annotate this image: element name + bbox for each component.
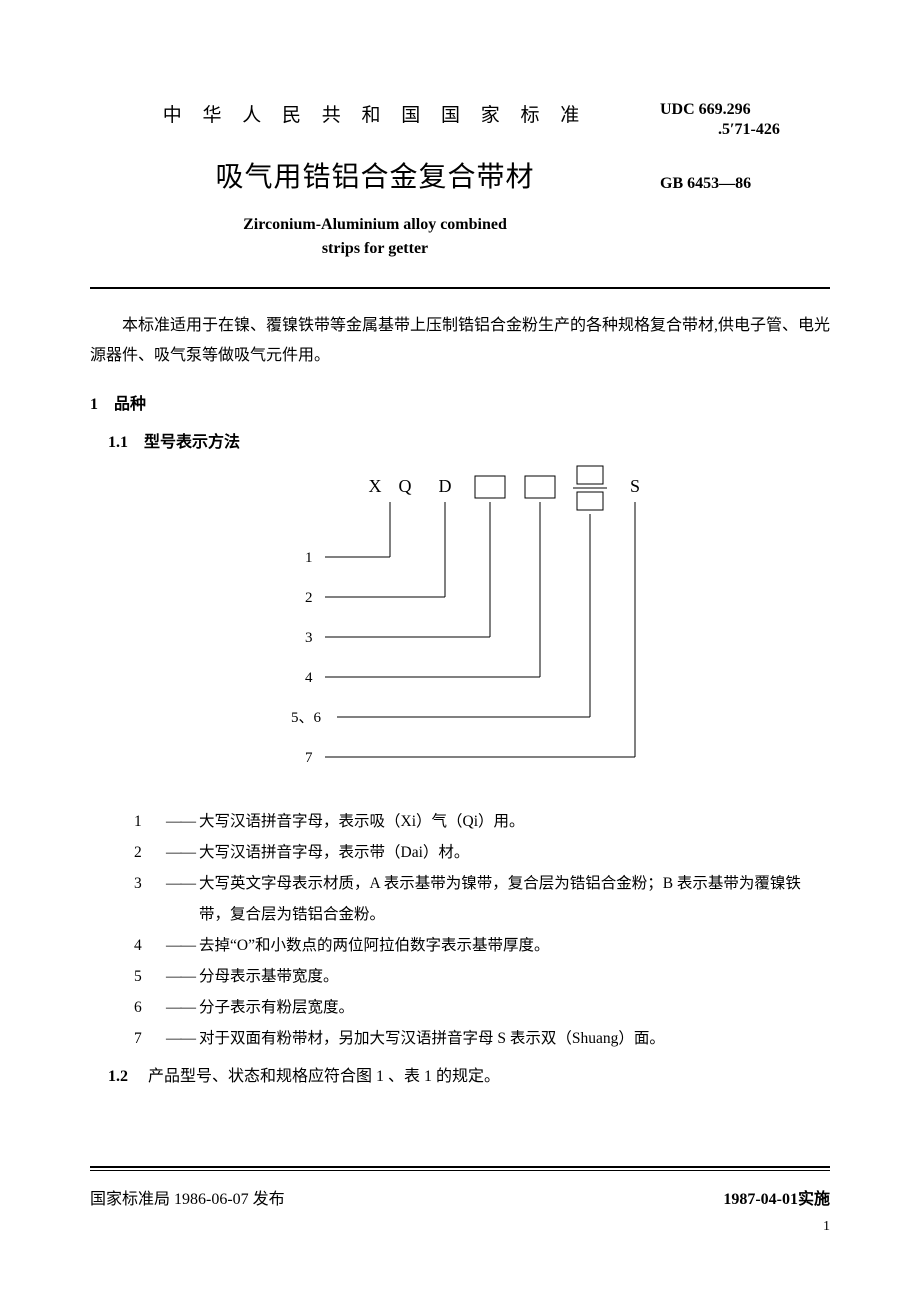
footer: 国家标准局 1986-06-07 发布 1987-04-01实施 1 <box>90 1166 830 1235</box>
legend-num: 7 <box>134 1023 166 1054</box>
svg-text:4: 4 <box>305 670 313 686</box>
section-1-2-body: 产品型号、状态和规格应符合图 1 、表 1 的规定。 <box>132 1068 500 1085</box>
legend-num: 3 <box>134 868 166 930</box>
header-codes: UDC 669.296 .5′71-426 GB 6453—86 <box>660 100 830 194</box>
legend-list: 1 —— 大写汉语拼音字母，表示吸（Xi）气（Qi）用。 2 —— 大写汉语拼音… <box>134 806 830 1054</box>
legend-item: 5 —— 分母表示基带宽度。 <box>134 961 830 992</box>
footer-right: 1987-04-01实施 <box>723 1185 830 1209</box>
legend-item: 2 —— 大写汉语拼音字母，表示带（Dai）材。 <box>134 837 830 868</box>
gb-code: GB 6453—86 <box>660 174 830 194</box>
legend-dash: —— <box>166 1023 195 1054</box>
legend-text: 分母表示基带宽度。 <box>199 961 830 992</box>
footer-rule-thick <box>90 1166 830 1168</box>
legend-text: 大写汉语拼音字母，表示带（Dai）材。 <box>199 837 830 868</box>
legend-num: 4 <box>134 930 166 961</box>
rule-thick <box>90 287 830 289</box>
svg-text:3: 3 <box>305 630 313 646</box>
legend-text: 分子表示有粉层宽度。 <box>199 992 830 1023</box>
svg-text:5、6: 5、6 <box>291 710 322 726</box>
legend-num: 2 <box>134 837 166 868</box>
footer-row: 国家标准局 1986-06-07 发布 1987-04-01实施 <box>90 1185 830 1209</box>
legend-item: 1 —— 大写汉语拼音字母，表示吸（Xi）气（Qi）用。 <box>134 806 830 837</box>
organization-line: 中 华 人 民 共 和 国 国 家 标 准 <box>90 100 660 127</box>
svg-text:7: 7 <box>305 750 313 766</box>
header: 中 华 人 民 共 和 国 国 家 标 准 吸气用锆铝合金复合带材 Zircon… <box>90 100 830 261</box>
legend-text: 大写英文字母表示材质，A 表示基带为镍带，复合层为锆铝合金粉；B 表示基带为覆镍… <box>199 868 830 930</box>
legend-dash: —— <box>166 961 195 992</box>
legend-item: 7 —— 对于双面有粉带材，另加大写汉语拼音字母 S 表示双（Shuang）面。 <box>134 1023 830 1054</box>
svg-text:1: 1 <box>305 550 313 566</box>
legend-dash: —— <box>166 806 195 837</box>
footer-left: 国家标准局 1986-06-07 发布 <box>90 1185 285 1209</box>
legend-dash: —— <box>166 930 195 961</box>
legend-item: 6 —— 分子表示有粉层宽度。 <box>134 992 830 1023</box>
footer-rule-thin <box>90 1170 830 1171</box>
section-1-heading: 1 品种 <box>90 390 830 414</box>
page: 中 华 人 民 共 和 国 国 家 标 准 吸气用锆铝合金复合带材 Zircon… <box>0 0 920 1275</box>
page-number: 1 <box>90 1219 830 1235</box>
title-en-line1: Zirconium-Aluminium alloy combined <box>243 216 507 233</box>
section-1-1-heading: 1.1 型号表示方法 <box>108 428 830 452</box>
legend-text: 去掉“O”和小数点的两位阿拉伯数字表示基带厚度。 <box>199 930 830 961</box>
svg-text:D: D <box>439 476 452 496</box>
svg-text:2: 2 <box>305 590 313 606</box>
legend-num: 1 <box>134 806 166 837</box>
title-english: Zirconium-Aluminium alloy combined strip… <box>90 213 660 261</box>
legend-item: 3 —— 大写英文字母表示材质，A 表示基带为镍带，复合层为锆铝合金粉；B 表示… <box>134 868 830 930</box>
udc-line2: .5′71-426 <box>660 120 830 140</box>
svg-text:Q: Q <box>399 476 412 496</box>
legend-dash: —— <box>166 837 195 868</box>
intro-paragraph: 本标准适用于在镍、覆镍铁带等金属基带上压制锆铝合金粉生产的各种规格复合带材,供电… <box>90 311 830 372</box>
header-left: 中 华 人 民 共 和 国 国 家 标 准 吸气用锆铝合金复合带材 Zircon… <box>90 100 660 261</box>
legend-dash: —— <box>166 992 195 1023</box>
title-en-line2: strips for getter <box>322 240 428 257</box>
legend-num: 5 <box>134 961 166 992</box>
svg-text:X: X <box>369 476 382 496</box>
model-code-diagram: X Q D S 1 2 3 <box>225 462 695 782</box>
legend-item: 4 —— 去掉“O”和小数点的两位阿拉伯数字表示基带厚度。 <box>134 930 830 961</box>
udc-line1: UDC 669.296 <box>660 100 830 120</box>
legend-text: 对于双面有粉带材，另加大写汉语拼音字母 S 表示双（Shuang）面。 <box>199 1023 830 1054</box>
legend-num: 6 <box>134 992 166 1023</box>
section-1-2-num: 1.2 <box>108 1068 128 1085</box>
legend-text: 大写汉语拼音字母，表示吸（Xi）气（Qi）用。 <box>199 806 830 837</box>
svg-text:S: S <box>630 476 640 496</box>
legend-dash: —— <box>166 868 195 930</box>
section-1-2-text: 1.2 产品型号、状态和规格应符合图 1 、表 1 的规定。 <box>108 1062 830 1086</box>
title-chinese: 吸气用锆铝合金复合带材 <box>90 155 660 195</box>
